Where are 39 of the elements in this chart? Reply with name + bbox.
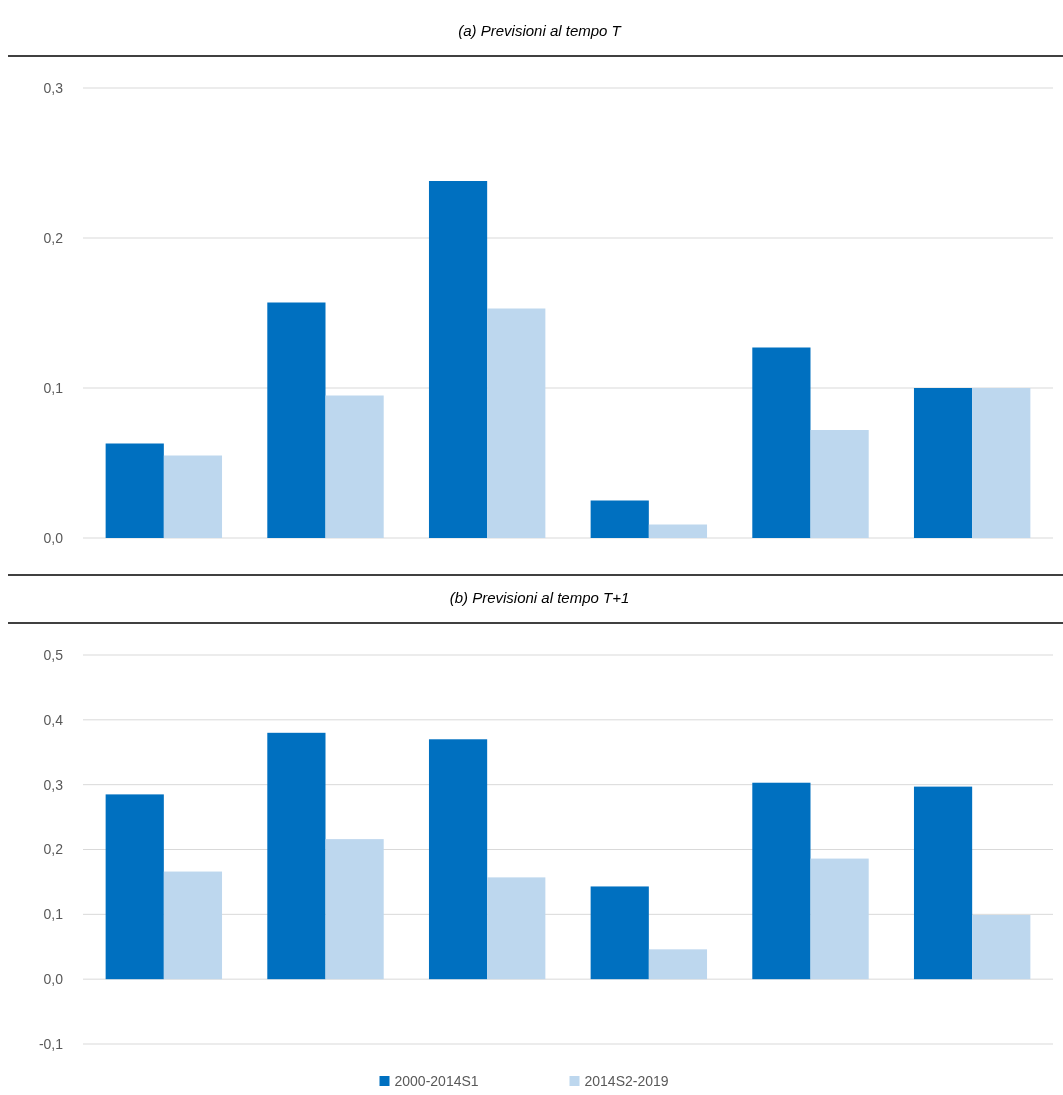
bar [163, 871, 223, 980]
y-tick-label: 0,0 [43, 529, 64, 546]
bar [810, 858, 869, 980]
bar [487, 877, 546, 980]
bar [913, 388, 973, 538]
y-tick-label: 0,1 [43, 906, 64, 923]
legend-label: 2000-2014S1 [394, 1072, 479, 1089]
bar [428, 181, 488, 538]
bar [648, 949, 708, 980]
chart-title: (b) Previsioni al tempo T+1 [449, 589, 630, 606]
bar [752, 347, 811, 538]
chart-title: (a) Previsioni al tempo T [458, 22, 623, 39]
bar [590, 500, 649, 538]
bar [325, 395, 384, 538]
bar [428, 739, 488, 980]
bar [105, 794, 164, 980]
legend-label: 2014S2-2019 [584, 1072, 669, 1089]
bar [267, 302, 326, 538]
y-tick-label: 0,4 [43, 711, 64, 728]
bar [648, 524, 708, 538]
y-tick-label: 0,1 [43, 379, 64, 396]
y-tick-label: 0,5 [43, 646, 64, 663]
y-tick-label: 0,2 [43, 841, 64, 858]
bar [752, 782, 811, 980]
y-tick-label: 0,2 [43, 229, 64, 246]
bar [972, 388, 1031, 538]
bar [325, 839, 384, 980]
bar [590, 886, 649, 980]
bar [810, 430, 869, 538]
y-tick-label: -0,1 [38, 1035, 64, 1052]
bar [972, 914, 1031, 980]
y-tick-label: 0,3 [43, 79, 64, 96]
y-tick-label: 0,3 [43, 776, 64, 793]
bar [487, 308, 546, 538]
bar [163, 455, 223, 538]
y-tick-label: 0,0 [43, 971, 64, 988]
bar [913, 786, 973, 980]
bar [267, 732, 326, 980]
bar [105, 443, 164, 538]
